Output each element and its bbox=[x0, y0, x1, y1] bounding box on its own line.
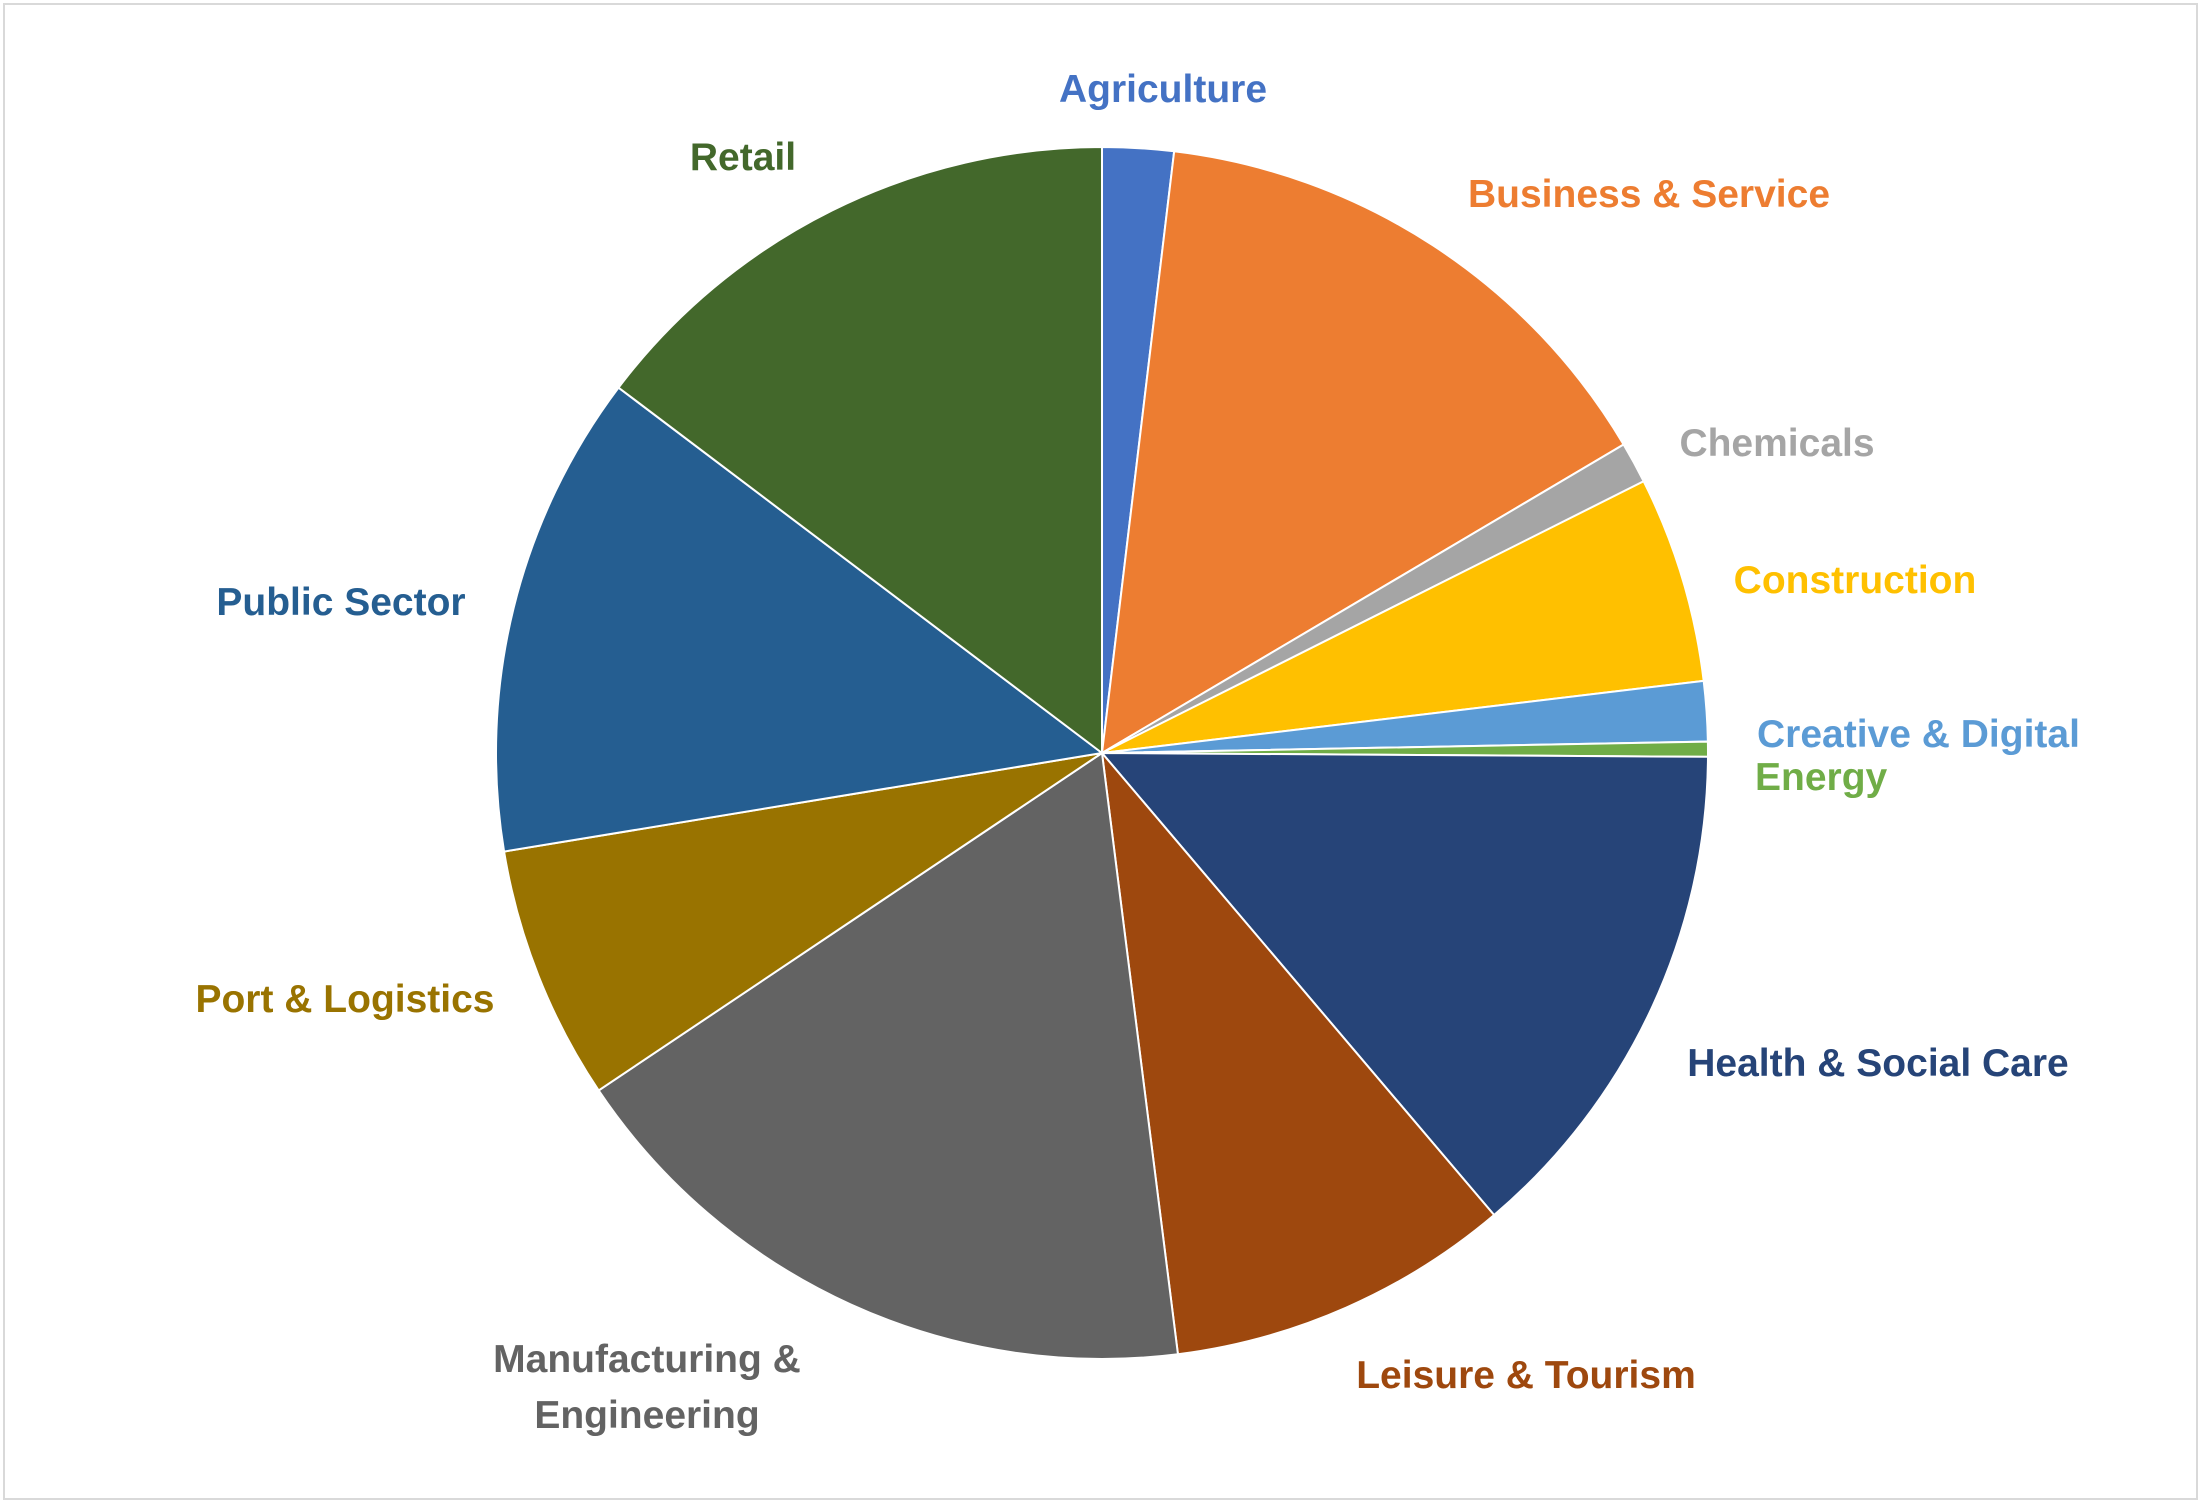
slice-label-manufacturing-engineering: Manufacturing & Engineering bbox=[493, 1338, 801, 1437]
slice-label-port-logistics: Port & Logistics bbox=[195, 978, 494, 1021]
pie-slice-health-social-care bbox=[1099, 751, 1709, 1217]
slice-label-leisure-tourism: Leisure & Tourism bbox=[1356, 1354, 1696, 1397]
label-line: Engineering bbox=[534, 1394, 759, 1437]
label-line: Manufacturing & bbox=[493, 1338, 801, 1381]
slice-label-business-service: Business & Service bbox=[1468, 173, 1830, 216]
pie-labels: Agriculture Business & Service Chemicals… bbox=[195, 68, 2079, 1437]
slice-label-public-sector: Public Sector bbox=[216, 581, 465, 624]
slice-label-creative-digital: Creative & Digital bbox=[1757, 713, 2080, 756]
pie-slice-public-sector bbox=[495, 386, 1105, 853]
slice-label-health-social-care: Health & Social Care bbox=[1687, 1042, 2068, 1085]
slice-label-retail: Retail bbox=[690, 136, 796, 179]
slice-label-chemicals: Chemicals bbox=[1679, 422, 1874, 465]
slice-label-construction: Construction bbox=[1734, 559, 1977, 602]
pie-slice-retail bbox=[617, 145, 1103, 756]
pie-slices bbox=[495, 145, 1710, 1360]
pie-slice-construction bbox=[1101, 479, 1705, 754]
pie-slice-business-service bbox=[1100, 150, 1625, 755]
pie-slice-leisure-tourism bbox=[1100, 749, 1496, 1356]
slice-label-agriculture: Agriculture bbox=[1059, 68, 1267, 111]
pie-slice-manufacturing-engineering bbox=[597, 751, 1180, 1360]
slice-label-energy: Energy bbox=[1755, 756, 1888, 799]
pie-slice-port-logistics bbox=[502, 752, 1103, 1092]
